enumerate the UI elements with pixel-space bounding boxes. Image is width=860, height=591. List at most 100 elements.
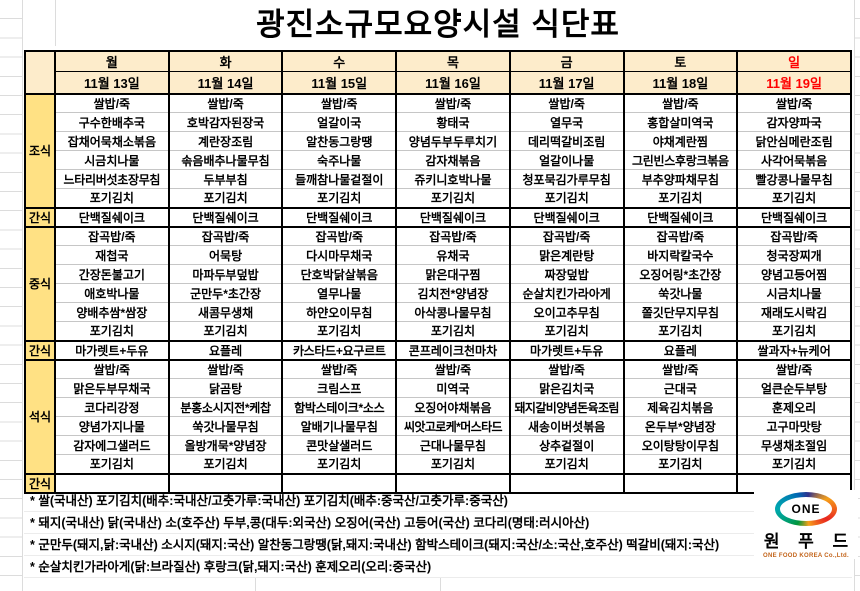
left-margin-gridlines: [0, 0, 23, 591]
snack-item: 단백질쉐이크: [508, 206, 625, 228]
menu-item: 포기김치: [395, 321, 511, 341]
menu-item: 빨강콩나물무침: [736, 169, 852, 189]
menu-item: 포기김치: [54, 321, 170, 341]
menu-item: 쫄깃단무지무침: [622, 302, 739, 322]
menu-item: 짜장덮밥: [508, 264, 625, 284]
meal-label-snack: 간식: [24, 339, 56, 361]
snack-item: 단백질쉐이크: [281, 206, 398, 228]
menu-item: 김치전*양념장: [395, 283, 511, 303]
menu-item: 맑은대구찜: [395, 264, 511, 284]
menu-item: 오이고추무침: [508, 302, 625, 322]
menu-item: 근대국: [622, 378, 739, 398]
bottom-gridline-tick: [440, 578, 441, 591]
corner-cell: [24, 50, 56, 94]
logo-company-caption: ONE FOOD KOREA Co.,Ltd.: [762, 553, 849, 559]
menu-item: 느타리버섯초장무침: [54, 169, 170, 189]
weekday-header-0: 월: [54, 50, 170, 72]
menu-item: 올방개묵*양념장: [167, 435, 284, 455]
bottom-gridline-tick: [255, 578, 256, 591]
meal-label-snack: 간식: [24, 472, 56, 494]
snack-item: [54, 472, 170, 494]
one-food-swirl-icon: ONE: [775, 492, 837, 526]
menu-item: 쌀밥/죽: [622, 93, 739, 113]
footnote-origin-rice-kimchi: * 쌀(국내산) 포기김치(배추:국내산/고춧가루:국내산) 포기김치(배추:중…: [24, 490, 852, 512]
menu-item: 어묵탕: [167, 245, 284, 265]
menu-item: 새송이버섯볶음: [508, 416, 625, 436]
menu-item: 맑은두부무채국: [54, 378, 170, 398]
menu-item: 감자에그샐러드: [54, 435, 170, 455]
menu-item: 홍합살미역국: [622, 112, 739, 132]
menu-item: 시금치나물: [736, 283, 852, 303]
menu-item: 아삭콩나물무침: [395, 302, 511, 322]
menu-item: 포기김치: [736, 321, 852, 341]
menu-item: 맑은김치국: [508, 378, 625, 398]
menu-item: 쌀밥/죽: [395, 93, 511, 113]
menu-item: 제육김치볶음: [622, 397, 739, 417]
logo-badge-text: ONE: [791, 502, 821, 516]
menu-item: 잡곡밥/죽: [736, 226, 852, 246]
menu-item: 알찬동그랑땡: [281, 131, 398, 151]
snack-item: 요플레: [167, 339, 284, 361]
weekday-header-5: 토: [622, 50, 739, 72]
menu-item: 포기김치: [395, 188, 511, 208]
menu-item: 포기김치: [508, 321, 625, 341]
snack-item: 콘프레이크천마차: [395, 339, 511, 361]
menu-item: 콘맛살샐러드: [281, 435, 398, 455]
menu-item: 재첩국: [54, 245, 170, 265]
menu-item: 알배기나물무침: [281, 416, 398, 436]
one-food-logo: ONE 원 푸 드 ONE FOOD KOREA Co.,Ltd.: [754, 490, 858, 559]
snack-item: [622, 472, 739, 494]
weekday-header-6: 일: [736, 50, 852, 72]
menu-item: 맑은계란탕: [508, 245, 625, 265]
menu-item: 숙주나물: [281, 150, 398, 170]
snack-item: 단백질쉐이크: [395, 206, 511, 228]
menu-item: 포기김치: [736, 188, 852, 208]
menu-item: 포기김치: [167, 454, 284, 474]
date-header-2: 11월 15일: [281, 71, 398, 95]
menu-item: 열무나물: [281, 283, 398, 303]
menu-item: 구수한배추국: [54, 112, 170, 132]
menu-item: 애호박나물: [54, 283, 170, 303]
menu-item: 양념고등어찜: [736, 264, 852, 284]
menu-item: 잡채어묵채소볶음: [54, 131, 170, 151]
date-header-1: 11월 14일: [167, 71, 284, 95]
menu-item: 잡곡밥/죽: [281, 226, 398, 246]
menu-item: 청포묵김가루무침: [508, 169, 625, 189]
menu-item: 데리떡갈비조림: [508, 131, 625, 151]
date-header-0: 11월 13일: [54, 71, 170, 95]
date-header-5: 11월 18일: [622, 71, 739, 95]
logo-company-name: 원 푸 드: [763, 532, 856, 551]
menu-item: 마파두부덮밥: [167, 264, 284, 284]
menu-item: 쌀밥/죽: [54, 93, 170, 113]
menu-item: 양배추쌈*쌈장: [54, 302, 170, 322]
menu-item: 잡곡밥/죽: [395, 226, 511, 246]
menu-item: 하얀오이무침: [281, 302, 398, 322]
menu-item: 간장돈불고기: [54, 264, 170, 284]
menu-item: 양념두부두루치기: [395, 131, 511, 151]
footnote-origin-chicken-duck: * 순살치킨가라아게(닭:브라질산) 후랑크(닭,돼지:국산) 훈제오리(오리:…: [24, 556, 852, 578]
menu-item: 쌀밥/죽: [736, 93, 852, 113]
menu-item: 포기김치: [54, 454, 170, 474]
menu-item: 양념가지나물: [54, 416, 170, 436]
menu-item: 함박스테이크*소스: [281, 397, 398, 417]
menu-item: 쌀밥/죽: [167, 93, 284, 113]
menu-item: 오징어야채볶음: [395, 397, 511, 417]
menu-item: 코다리강정: [54, 397, 170, 417]
menu-item: 얼갈이나물: [508, 150, 625, 170]
menu-item: 닭곰탕: [167, 378, 284, 398]
menu-item: 포기김치: [622, 188, 739, 208]
menu-item: 쌀밥/죽: [281, 93, 398, 113]
menu-item: 순살치킨가라아게: [508, 283, 625, 303]
weekday-header-2: 수: [281, 50, 398, 72]
menu-item: 쌀밥/죽: [281, 359, 398, 379]
snack-item: [281, 472, 398, 494]
menu-item: 훈제오리: [736, 397, 852, 417]
menu-item: 유채국: [395, 245, 511, 265]
menu-item: 쌀밥/죽: [622, 359, 739, 379]
menu-table: 월 화 수 목 금 토 일 11월 13일 11월 14일 11월 15일 11월 16일 11월 1…: [24, 50, 852, 494]
menu-item: 상추겉절이: [508, 435, 625, 455]
menu-item: 포기김치: [508, 188, 625, 208]
menu-item: 청국장찌개: [736, 245, 852, 265]
menu-item: 쌀밥/죽: [508, 93, 625, 113]
menu-item: 시금치나물: [54, 150, 170, 170]
